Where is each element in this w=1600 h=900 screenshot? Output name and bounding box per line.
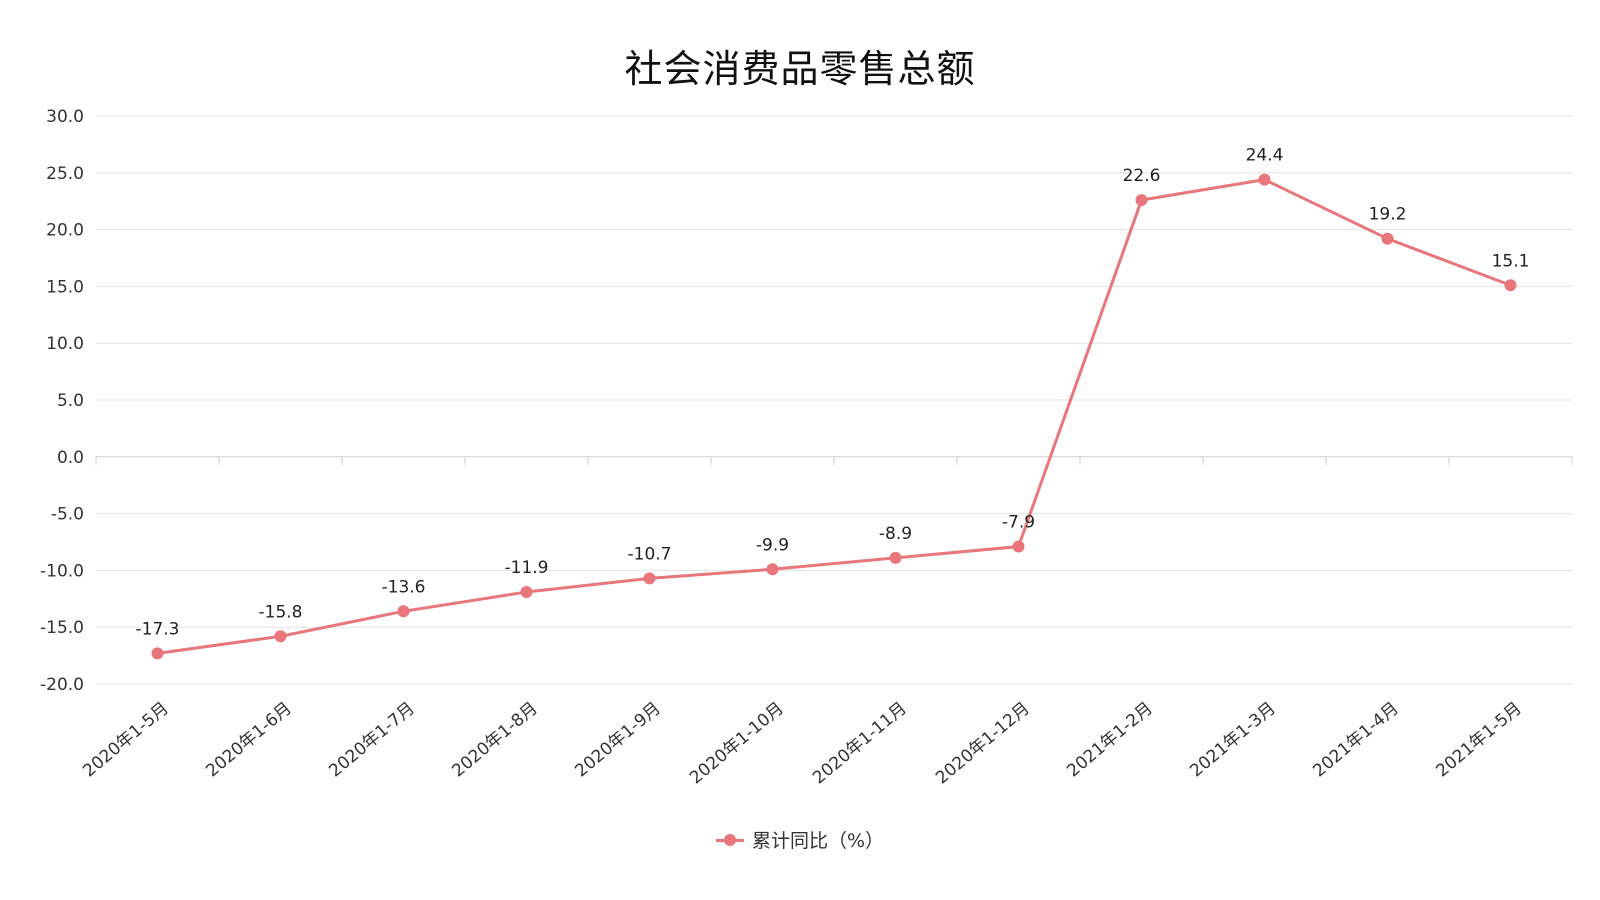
y-tick-label: 20.0 <box>46 221 84 241</box>
y-tick-label: 25.0 <box>46 164 84 184</box>
data-point[interactable] <box>766 563 779 576</box>
y-tick-label: 10.0 <box>46 334 84 354</box>
data-label: 19.2 <box>1369 205 1407 225</box>
x-tick-label: 2020年1-6月 <box>202 699 295 782</box>
data-label: -17.3 <box>136 619 180 639</box>
y-tick-label: 30.0 <box>46 107 84 127</box>
legend: 累计同比（%） <box>0 826 1600 853</box>
legend-label: 累计同比（%） <box>751 830 885 852</box>
gridlines <box>96 115 1572 685</box>
axes <box>95 456 1573 465</box>
y-tick-label: -15.0 <box>40 618 84 638</box>
x-tick-label: 2020年1-10月 <box>686 699 788 789</box>
data-point[interactable] <box>1135 194 1148 207</box>
y-tick-label: 0.0 <box>57 448 84 468</box>
x-tick-label: 2020年1-11月 <box>809 699 911 789</box>
x-tick-label: 2021年1-2月 <box>1063 699 1156 782</box>
legend-swatch-icon <box>715 832 744 848</box>
y-tick-label: -10.0 <box>40 561 84 581</box>
data-label: -15.8 <box>259 602 303 622</box>
data-label: -7.9 <box>1002 513 1035 533</box>
x-axis-ticks: 2020年1-5月 2020年1-6月 2020年1-7月 2020年1-8月 2020… <box>79 699 1525 789</box>
x-tick-label: 2021年1-5月 <box>1432 699 1525 782</box>
legend-item[interactable]: 累计同比（%） <box>715 826 885 853</box>
data-point[interactable] <box>1012 540 1025 553</box>
data-label: -10.7 <box>628 544 672 564</box>
data-point[interactable] <box>1258 173 1271 186</box>
data-point[interactable] <box>397 605 410 618</box>
y-tick-label: 5.0 <box>57 391 84 411</box>
data-labels: -17.3 -15.8 -13.6 -11.9 -10.7 -9.9 -8.9 -7.9 22.… <box>136 146 1530 640</box>
data-label: 15.1 <box>1492 251 1530 271</box>
x-tick-label: 2020年1-5月 <box>79 699 172 782</box>
data-label: 22.6 <box>1123 166 1161 186</box>
data-point[interactable] <box>151 647 164 660</box>
data-point[interactable] <box>520 585 533 598</box>
x-tick-label: 2021年1-3月 <box>1186 699 1279 782</box>
y-axis-ticks: 30.0 25.0 20.0 15.0 10.0 5.0 0.0 -5.0 -10.0 -15.0… <box>40 107 84 695</box>
x-tick-label: 2021年1-4月 <box>1309 699 1402 782</box>
data-label: 24.4 <box>1246 146 1284 166</box>
data-point[interactable] <box>274 630 287 643</box>
chart-title: 社会消费品零售总额 <box>624 47 976 91</box>
data-point[interactable] <box>1381 232 1394 245</box>
data-label: -9.9 <box>756 535 789 555</box>
x-tick-label: 2020年1-12月 <box>932 699 1034 789</box>
x-tick-label: 2020年1-7月 <box>325 699 418 782</box>
y-tick-label: -20.0 <box>40 675 84 695</box>
data-point[interactable] <box>889 551 902 564</box>
data-point[interactable] <box>1504 279 1517 292</box>
data-label: -11.9 <box>505 558 549 578</box>
data-label: -13.6 <box>382 577 426 597</box>
x-tick-label: 2020年1-9月 <box>571 699 664 782</box>
series-line-path <box>156 178 1512 655</box>
y-tick-label: 15.0 <box>46 277 84 297</box>
data-point[interactable] <box>643 572 656 585</box>
x-tick-label: 2020年1-8月 <box>448 699 541 782</box>
series-line <box>151 173 1517 660</box>
data-label: -8.9 <box>879 524 912 544</box>
y-tick-label: -5.0 <box>51 505 84 525</box>
